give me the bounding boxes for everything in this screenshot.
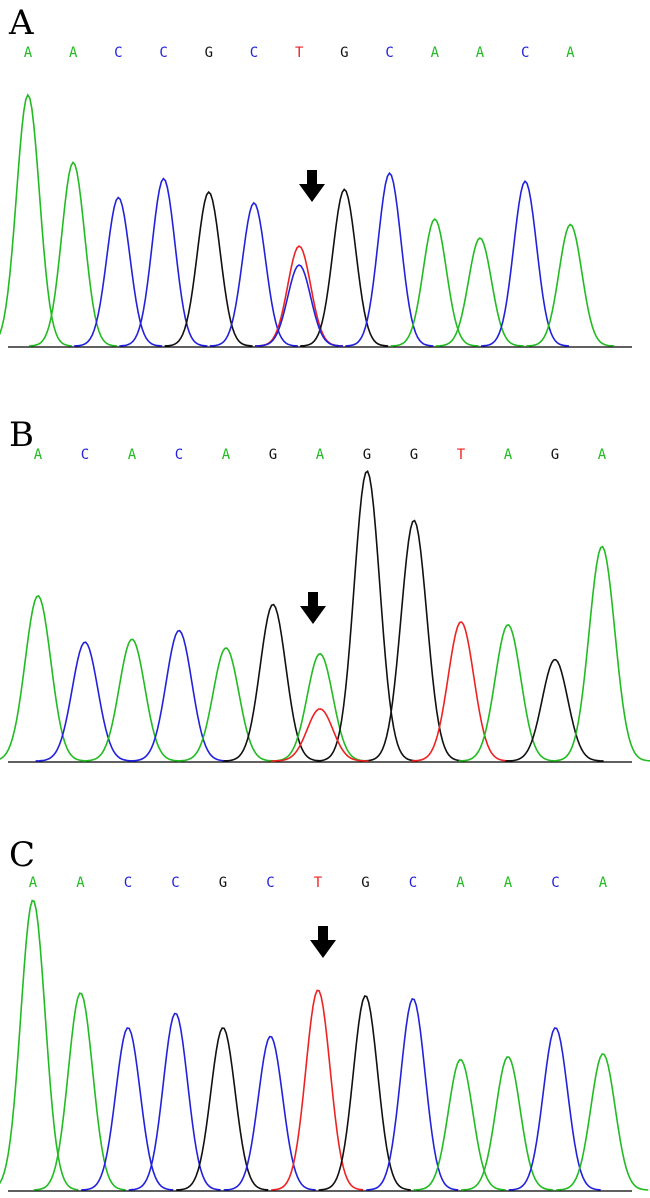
peak-a [526, 223, 615, 347]
peak-a [556, 1053, 649, 1191]
panel-label: A [9, 3, 34, 43]
peak-c [129, 629, 228, 762]
base-call-c: C [171, 875, 180, 891]
base-call-c: C [80, 447, 90, 463]
base-call-a: A [598, 875, 608, 891]
peak-c [81, 1027, 174, 1191]
base-call-g: G [550, 447, 560, 463]
base-call-a: A [127, 447, 137, 463]
base-call-g: G [409, 447, 419, 463]
peak-g [364, 519, 463, 762]
peak-a [176, 647, 275, 762]
base-call-c: C [385, 45, 394, 61]
peak-c [223, 1035, 316, 1191]
base-call-a: A [76, 875, 85, 891]
peak-c [209, 201, 298, 347]
peak-c [366, 998, 459, 1191]
peak-t [271, 989, 364, 1191]
peak-g [223, 603, 322, 762]
base-call-t: T [294, 45, 304, 61]
peak-a [461, 1056, 554, 1191]
peak-a [28, 161, 118, 347]
peak-c [508, 1027, 601, 1191]
peak-t [255, 245, 343, 347]
base-call-c: C [520, 45, 530, 61]
base-call-g: G [268, 447, 278, 463]
peak-a [270, 652, 369, 762]
mutation-arrow-icon [299, 170, 325, 202]
peak-c [74, 196, 163, 347]
secondary-peak-t [270, 708, 369, 762]
base-call-g: G [204, 45, 214, 61]
base-call-c: C [174, 447, 184, 463]
peak-t [411, 621, 510, 762]
base-call-a: A [23, 45, 33, 61]
peak-g [164, 190, 253, 347]
peak-a [0, 93, 72, 347]
base-call-a: A [503, 875, 513, 891]
peak-a [458, 623, 557, 762]
sequence-trace [0, 93, 632, 348]
base-call-t: T [456, 447, 466, 463]
base-call-c: C [408, 875, 418, 891]
panel-label: B [9, 415, 34, 455]
base-call-a: A [68, 45, 78, 61]
peak-a [435, 236, 524, 347]
base-call-c: C [159, 45, 168, 61]
base-call-a: A [33, 447, 43, 463]
peak-g [317, 470, 416, 762]
peak-c [119, 177, 208, 347]
base-call-a: A [475, 45, 485, 61]
peak-a [0, 594, 87, 762]
base-call-c: C [249, 45, 259, 61]
base-call-g: G [361, 875, 370, 891]
base-call-g: G [218, 875, 228, 891]
peak-c [480, 180, 570, 347]
base-call-a: A [221, 447, 231, 463]
base-call-a: A [456, 875, 465, 891]
peak-a [413, 1058, 506, 1191]
base-call-c: C [266, 875, 275, 891]
peak-c [35, 641, 134, 762]
peak-a [390, 217, 479, 347]
sequence-trace [0, 470, 650, 763]
peak-a [82, 638, 181, 762]
mutation-arrow-icon [300, 592, 326, 624]
peak-a [552, 545, 650, 762]
peak-a [0, 899, 79, 1191]
peak-a [33, 992, 126, 1191]
base-call-t: T [313, 875, 323, 891]
peak-g [318, 995, 411, 1191]
base-call-a: A [430, 45, 440, 61]
peak-g [505, 658, 604, 762]
base-call-a: A [597, 447, 607, 463]
panel-label: C [9, 835, 36, 875]
base-call-g: G [362, 447, 372, 463]
base-call-a: A [503, 447, 513, 463]
peak-g [176, 1027, 269, 1191]
peak-g [300, 188, 389, 347]
base-call-a: A [28, 875, 38, 891]
base-call-a: A [566, 45, 575, 61]
peak-c [128, 1012, 221, 1191]
secondary-peak-c [254, 264, 343, 347]
base-call-a: A [315, 447, 325, 463]
peak-c [345, 171, 434, 347]
sequence-trace [0, 899, 649, 1192]
base-call-g: G [340, 45, 349, 61]
base-call-c: C [123, 875, 133, 891]
base-call-c: C [114, 45, 123, 61]
mutation-arrow-icon [310, 926, 336, 958]
base-call-c: C [551, 875, 560, 891]
